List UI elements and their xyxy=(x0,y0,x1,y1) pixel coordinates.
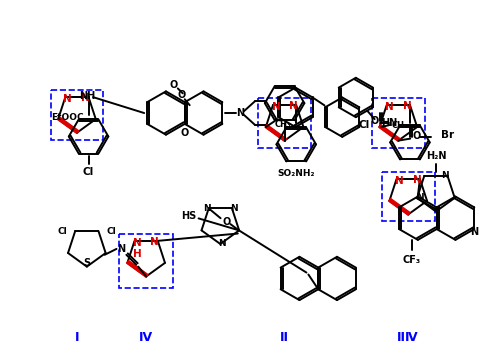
Text: HS: HS xyxy=(181,211,196,222)
Text: IV: IV xyxy=(139,331,153,344)
Text: N: N xyxy=(402,101,411,111)
Text: H: H xyxy=(133,249,142,258)
Text: N: N xyxy=(395,176,404,186)
Text: N: N xyxy=(470,227,478,237)
Text: I: I xyxy=(74,331,79,344)
Text: V: V xyxy=(408,331,418,344)
Text: O: O xyxy=(412,131,420,141)
Text: N: N xyxy=(289,101,298,111)
Text: II: II xyxy=(280,331,289,344)
Text: N: N xyxy=(412,175,422,185)
Text: O: O xyxy=(170,80,178,90)
Text: N: N xyxy=(441,171,448,180)
Text: N: N xyxy=(133,238,142,248)
Text: CF₃: CF₃ xyxy=(403,255,421,265)
Bar xyxy=(372,98,425,148)
Text: HN: HN xyxy=(381,118,398,128)
Text: Cl: Cl xyxy=(83,167,94,177)
Bar xyxy=(382,172,435,222)
Text: N: N xyxy=(386,102,394,112)
Bar xyxy=(120,234,173,288)
Text: SO₂NH₂: SO₂NH₂ xyxy=(278,169,315,178)
Text: III: III xyxy=(396,331,410,344)
Text: N: N xyxy=(118,244,126,254)
Text: N: N xyxy=(203,204,210,213)
Text: N: N xyxy=(416,194,424,202)
Text: O: O xyxy=(178,90,186,100)
Bar xyxy=(51,90,102,140)
Text: N: N xyxy=(63,94,72,104)
Text: N: N xyxy=(236,108,244,118)
Text: N: N xyxy=(272,102,280,112)
Text: Br: Br xyxy=(441,130,454,140)
Bar xyxy=(258,98,312,148)
Text: CH₃: CH₃ xyxy=(275,120,291,129)
Text: S: S xyxy=(84,258,90,268)
Text: N: N xyxy=(230,204,237,213)
Text: O: O xyxy=(222,217,230,227)
Text: N: N xyxy=(81,93,90,103)
Text: EtOOC: EtOOC xyxy=(52,113,84,122)
Text: Cl: Cl xyxy=(106,227,116,236)
Text: NH: NH xyxy=(79,91,95,101)
Text: Cl: Cl xyxy=(358,120,370,130)
Text: O: O xyxy=(370,116,378,126)
Text: H₂N: H₂N xyxy=(426,151,446,161)
Text: N: N xyxy=(218,239,226,248)
Text: O: O xyxy=(180,128,189,138)
Text: CH₃: CH₃ xyxy=(392,121,408,130)
Text: N: N xyxy=(150,237,159,247)
Text: Cl: Cl xyxy=(58,227,68,236)
